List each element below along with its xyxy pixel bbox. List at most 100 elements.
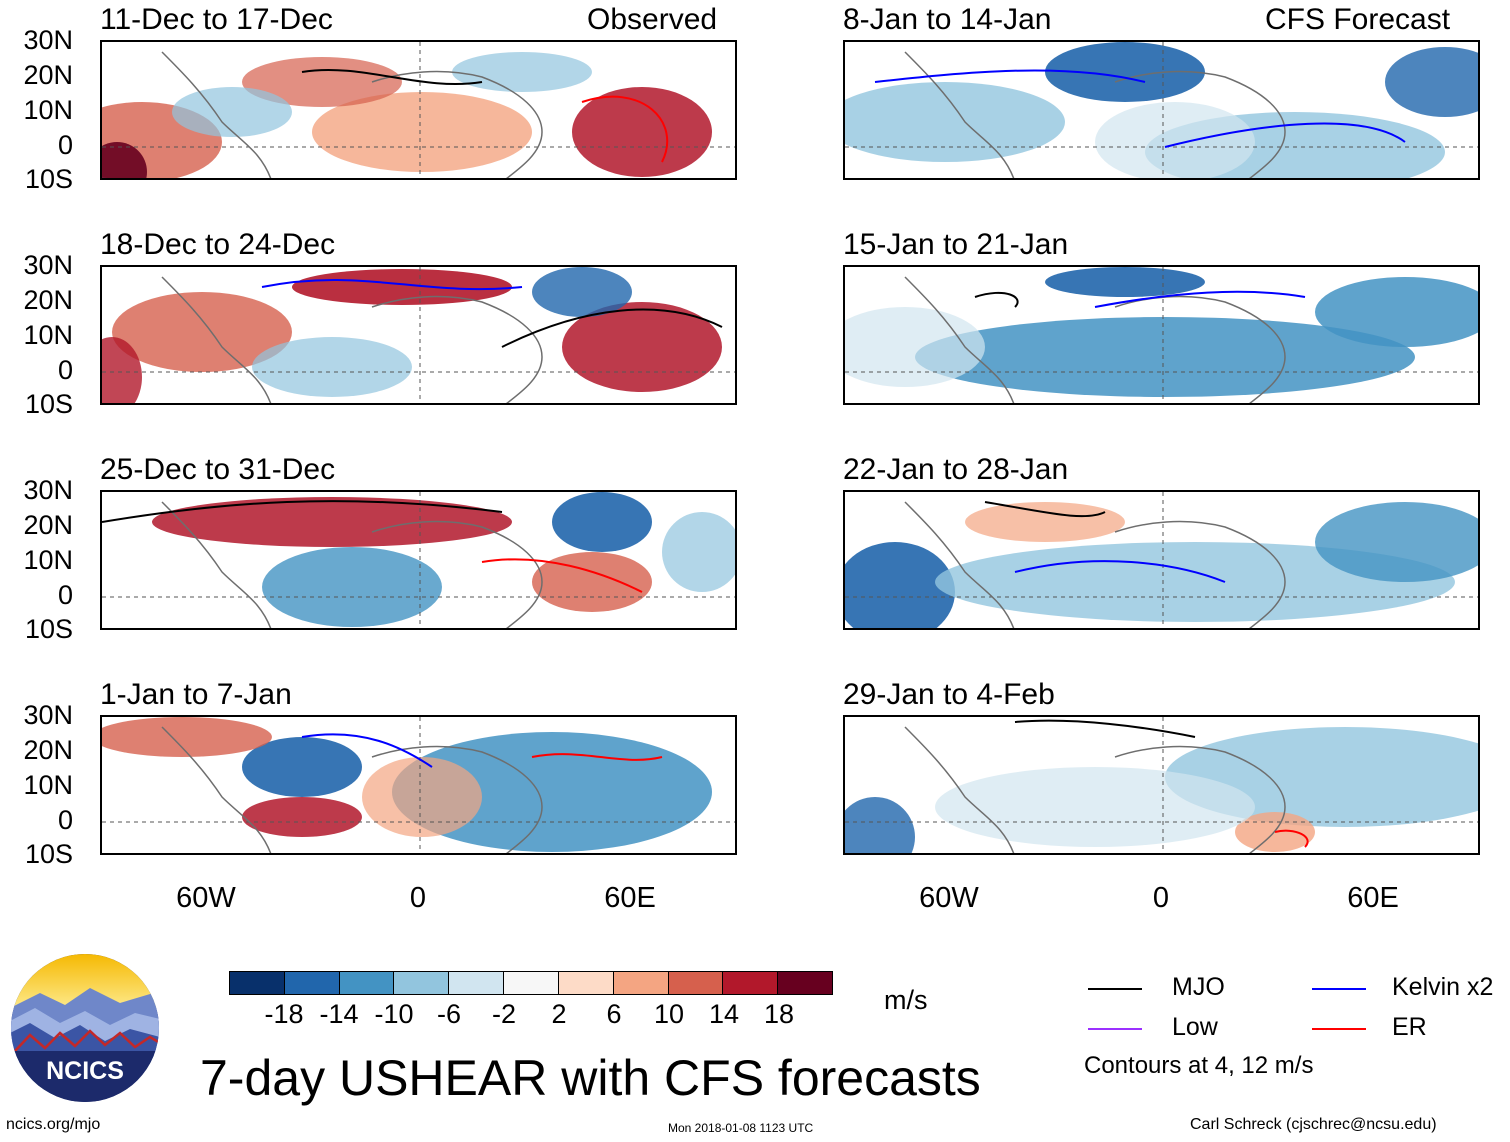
contour-line [581,95,669,163]
legend-low-line [1088,1028,1142,1030]
contour-line [301,733,433,768]
colorbar-swatch [449,972,505,994]
panel-tag: Observed [587,3,718,36]
legend-mjo: MJO [1172,973,1225,1001]
contour-line [1094,290,1306,308]
ncics-logo: NCICS [10,953,160,1103]
colorbar-label: 18 [763,999,795,1029]
shear-anomaly-patch [242,57,402,107]
shear-anomaly-patch [935,767,1255,847]
map-panel-6 [100,715,737,855]
shear-anomaly-patch [845,797,915,853]
contour-line [904,501,1015,628]
colorbar [229,971,833,995]
map-panel-5 [843,490,1480,630]
shear-anomaly-patch [1315,502,1478,582]
shear-anomaly-patch [362,757,482,837]
panel-title: 18-Dec to 24-Dec [100,228,336,261]
shear-anomaly-patch [532,267,632,317]
legend-kelvin-line [1312,988,1366,990]
contour-line [984,501,1106,518]
contour-line [161,501,272,628]
colorbar-swatch [668,972,724,994]
shear-anomaly-patch [252,337,412,397]
contour-line [161,51,272,178]
contour-line [904,51,1015,178]
map-panel-4 [100,490,737,630]
contour-line [874,69,1146,83]
colorbar-swatch [504,972,559,994]
logo-text: NCICS [46,1057,124,1085]
panel-title: 22-Jan to 28-Jan [843,453,1069,486]
colorbar-label: 14 [708,999,740,1029]
contour-line [161,276,272,403]
colorbar-label: -2 [491,999,516,1029]
lat-label: 10S [24,164,73,194]
map-panel-3 [843,265,1480,405]
shear-anomaly-patch [1045,42,1205,102]
contour-line [261,279,523,291]
shear-anomaly-patch [965,502,1125,542]
shear-anomaly-patch [172,87,292,137]
lon-label: 60E [1347,882,1399,914]
contour-line [904,276,1015,403]
lat-label: 0 [57,130,73,160]
shear-anomaly-patch [152,497,512,547]
colorbar-swatch [778,972,832,994]
shear-anomaly-patch [262,547,442,627]
contour-line [1274,829,1309,848]
contour-line [1164,122,1406,148]
lat-label: 10S [24,614,73,644]
map-panel-7 [843,715,1480,855]
lat-label: 20N [23,285,73,315]
shear-anomaly-patch [845,542,955,628]
shear-anomaly-patch [662,512,735,592]
colorbar-label: -10 [374,999,414,1029]
footer-credit: Carl Schreck (cjschrec@ncsu.edu) [1190,1116,1437,1133]
colorbar-label: 6 [606,999,622,1029]
lat-label: 10N [23,320,73,350]
panel-title: 15-Jan to 21-Jan [843,228,1069,261]
panel-tag: CFS Forecast [1265,3,1451,36]
shear-anomaly-patch [845,82,1065,162]
contour-line [161,726,272,853]
colorbar-units: m/s [884,985,928,1015]
panel-title: 8-Jan to 14-Jan [843,3,1052,36]
legend-low: Low [1172,1013,1218,1041]
lon-label: 60W [919,882,979,914]
lat-label: 10S [24,839,73,869]
footer-timestamp: Mon 2018-01-08 1123 UTC [668,1121,814,1135]
lat-label: 30N [23,475,73,505]
contour-line [501,308,723,348]
lat-label: 20N [23,60,73,90]
shear-anomaly-patch [552,492,652,552]
lon-label: 60E [604,882,656,914]
shear-anomaly-patch [915,317,1415,397]
colorbar-swatch [723,972,779,994]
contour-line [1014,560,1226,583]
colorbar-swatch [284,972,340,994]
panel-title: 11-Dec to 17-Dec [100,3,333,36]
colorbar-swatch [339,972,395,994]
colorbar-label: 10 [653,999,685,1029]
lon-label: 60W [176,882,236,914]
legend-contours: Contours at 4, 12 m/s [1084,1052,1314,1079]
lat-label: 20N [23,735,73,765]
colorbar-label: -14 [319,999,359,1029]
lat-label: 30N [23,250,73,280]
lat-label: 10N [23,770,73,800]
colorbar-swatch [394,972,450,994]
shear-anomaly-patch [102,337,142,403]
contour-line [301,68,483,86]
contour-line [1014,719,1196,738]
footer-url: ncics.org/mjo [6,1116,101,1133]
shear-anomaly-patch [452,52,592,92]
panel-title: 1-Jan to 7-Jan [100,678,292,711]
shear-anomaly-patch [102,717,272,757]
shear-anomaly-patch [1315,277,1478,347]
colorbar-label: 2 [551,999,567,1029]
panel-title: 25-Dec to 31-Dec [100,453,336,486]
legend-kelvin: Kelvin x2 [1392,973,1494,1001]
contour-line [371,745,543,853]
lat-label: 0 [57,355,73,385]
